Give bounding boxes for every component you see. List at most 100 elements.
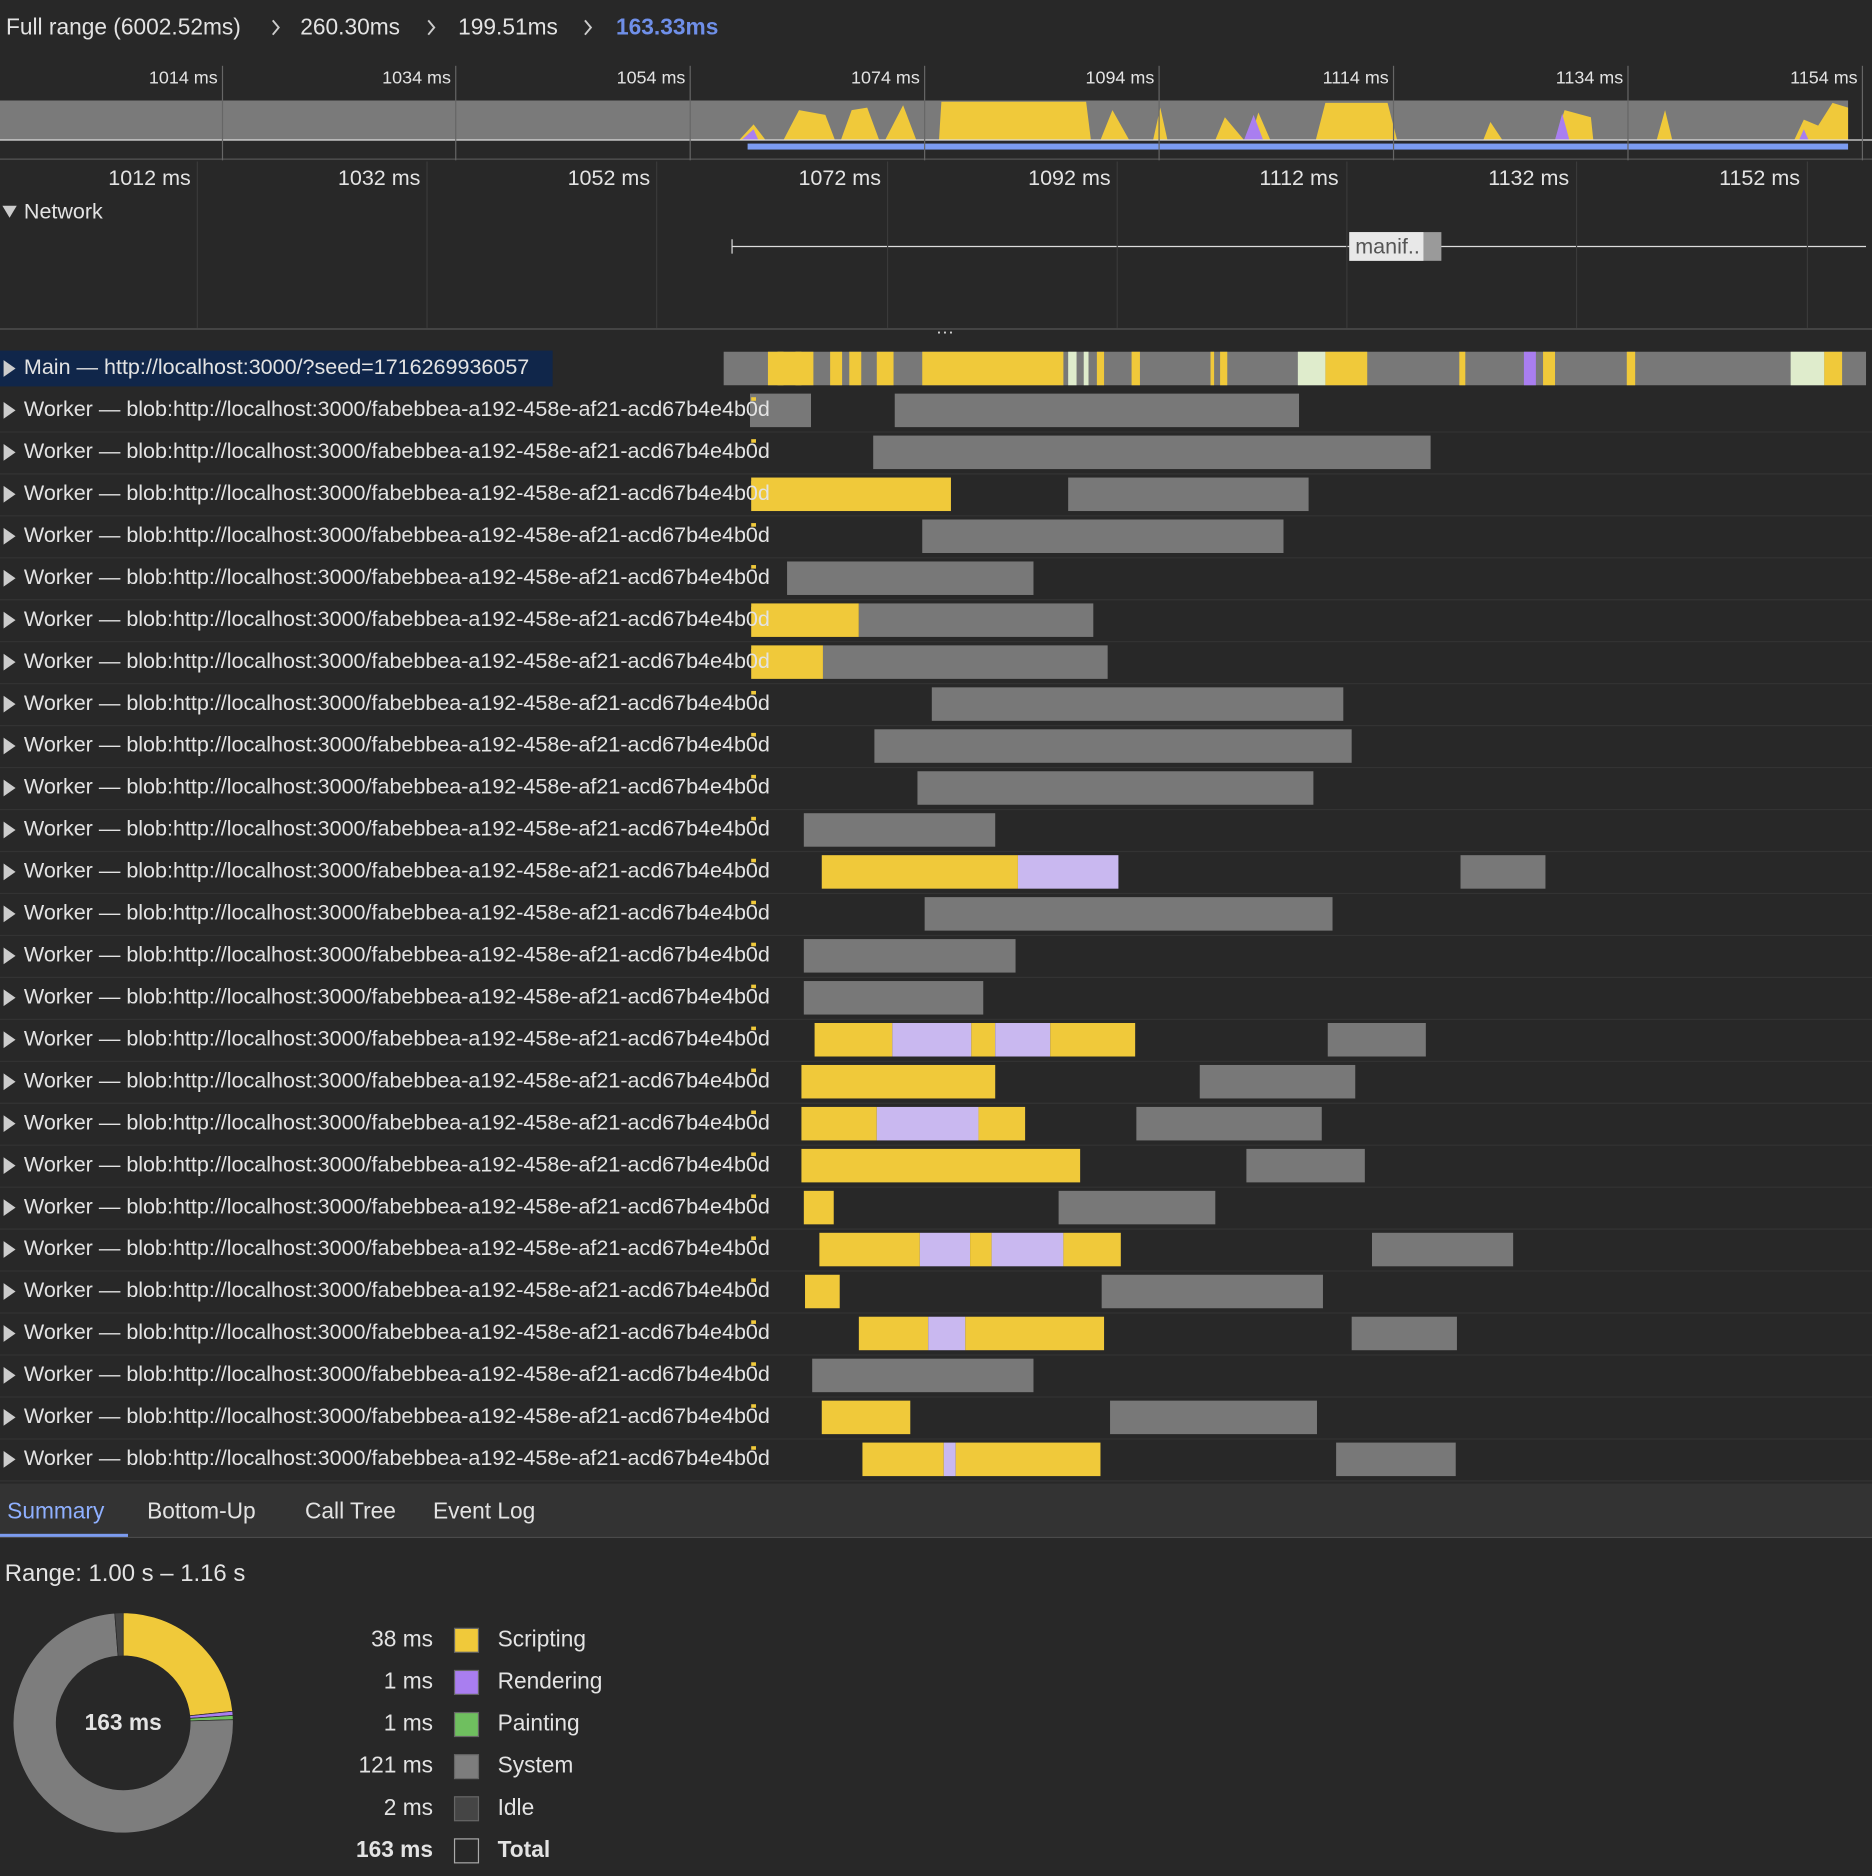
breadcrumb[interactable]: 199.51ms	[458, 14, 558, 40]
tab[interactable]: Call Tree	[305, 1497, 396, 1523]
worker-event[interactable]	[873, 435, 1431, 470]
main-event[interactable]	[767, 351, 814, 386]
worker-event[interactable]	[858, 603, 1094, 637]
expand-arrow[interactable]	[3, 443, 16, 461]
worker-event[interactable]	[801, 1064, 996, 1099]
expand-arrow[interactable]	[3, 402, 16, 419]
worker-event[interactable]	[1246, 1148, 1365, 1183]
tab[interactable]: Event Log	[433, 1497, 535, 1523]
worker-event[interactable]	[995, 1023, 1051, 1057]
expand-arrow[interactable]	[3, 905, 16, 923]
worker-event[interactable]	[978, 1106, 1026, 1141]
worker-event[interactable]	[1351, 1316, 1457, 1351]
main-event[interactable]	[1297, 351, 1326, 386]
expand-arrow[interactable]	[3, 1157, 16, 1175]
worker-event[interactable]	[928, 1316, 966, 1351]
worker-event[interactable]	[874, 729, 1352, 763]
worker-event[interactable]	[955, 1442, 1101, 1477]
worker-event[interactable]	[971, 1023, 996, 1057]
worker-event[interactable]	[917, 771, 1314, 805]
worker-event[interactable]	[1199, 1064, 1356, 1099]
expand-arrow[interactable]	[3, 779, 16, 797]
worker-event[interactable]	[1336, 1442, 1456, 1477]
expand-arrow[interactable]	[3, 1409, 16, 1426]
resize-handle[interactable]: ···	[936, 321, 954, 341]
expand-arrow[interactable]	[3, 485, 16, 503]
expand-arrow[interactable]	[3, 1199, 16, 1216]
worker-event[interactable]	[751, 645, 823, 679]
worker-event[interactable]	[1110, 1400, 1317, 1435]
main-event[interactable]	[922, 351, 1064, 386]
worker-event[interactable]	[803, 1190, 834, 1225]
worker-event[interactable]	[821, 855, 1018, 889]
expand-arrow[interactable]	[3, 360, 16, 377]
worker-event[interactable]	[787, 561, 1034, 595]
main-event[interactable]	[1220, 351, 1228, 386]
main-event[interactable]	[1096, 351, 1105, 386]
tab[interactable]: Bottom-Up	[147, 1497, 256, 1523]
worker-event[interactable]	[931, 687, 1344, 721]
expand-arrow[interactable]	[3, 653, 16, 671]
main-event[interactable]	[1083, 351, 1089, 386]
expand-arrow[interactable]	[3, 863, 16, 881]
main-event[interactable]	[876, 351, 894, 386]
worker-event[interactable]	[1063, 1232, 1121, 1267]
worker-event[interactable]	[803, 813, 996, 847]
expand-arrow[interactable]	[3, 821, 16, 839]
worker-event[interactable]	[876, 1106, 979, 1141]
worker-event[interactable]	[1058, 1190, 1216, 1225]
worker-event[interactable]	[1327, 1023, 1426, 1057]
worker-event[interactable]	[858, 1316, 929, 1351]
worker-event[interactable]	[803, 939, 1016, 973]
worker-event[interactable]	[812, 1358, 1034, 1393]
worker-event[interactable]	[1460, 855, 1546, 889]
worker-event[interactable]	[821, 1400, 911, 1435]
expand-arrow[interactable]	[3, 1450, 16, 1468]
tab[interactable]: Summary	[7, 1497, 105, 1523]
expand-arrow[interactable]	[3, 1073, 16, 1091]
worker-event[interactable]	[965, 1316, 1105, 1351]
expand-arrow[interactable]	[3, 1367, 16, 1384]
expand-arrow[interactable]	[3, 569, 16, 587]
expand-arrow[interactable]	[3, 1283, 16, 1300]
main-event[interactable]	[795, 351, 802, 386]
worker-event[interactable]	[943, 1442, 956, 1477]
worker-event[interactable]	[1068, 477, 1309, 512]
expand-arrow[interactable]	[3, 1241, 16, 1258]
main-event[interactable]	[1459, 351, 1466, 386]
main-event[interactable]	[1131, 351, 1140, 386]
worker-event[interactable]	[1017, 855, 1119, 889]
main-event[interactable]	[1790, 351, 1825, 386]
expand-arrow[interactable]	[3, 1115, 16, 1133]
main-event[interactable]	[1523, 351, 1536, 386]
worker-event[interactable]	[814, 1023, 893, 1057]
main-event[interactable]	[1068, 351, 1077, 386]
worker-event[interactable]	[991, 1232, 1064, 1267]
main-event[interactable]	[849, 351, 862, 386]
worker-event[interactable]	[922, 519, 1284, 554]
expand-arrow[interactable]	[3, 527, 16, 545]
worker-event[interactable]	[751, 477, 951, 512]
expand-arrow[interactable]	[3, 989, 16, 1007]
worker-event[interactable]	[749, 393, 812, 428]
worker-event[interactable]	[894, 393, 1300, 428]
main-event[interactable]	[1543, 351, 1556, 386]
worker-event[interactable]	[819, 1232, 920, 1267]
selection-range[interactable]	[747, 143, 1849, 150]
breadcrumb[interactable]: Full range (6002.52ms)	[6, 14, 241, 40]
worker-event[interactable]	[919, 1232, 971, 1267]
worker-event[interactable]	[751, 603, 859, 637]
main-event[interactable]	[1626, 351, 1636, 386]
expand-arrow[interactable]	[3, 1325, 16, 1342]
worker-event[interactable]	[1101, 1274, 1323, 1309]
worker-event[interactable]	[801, 1148, 1081, 1183]
worker-event[interactable]	[1136, 1106, 1322, 1141]
expand-arrow[interactable]	[3, 737, 16, 755]
expand-arrow[interactable]	[3, 695, 16, 713]
main-event[interactable]	[830, 351, 843, 386]
expand-arrow[interactable]	[3, 611, 16, 629]
expand-arrow[interactable]	[3, 947, 16, 965]
worker-event[interactable]	[924, 897, 1333, 931]
worker-event[interactable]	[805, 1274, 840, 1309]
main-event[interactable]	[777, 351, 784, 386]
